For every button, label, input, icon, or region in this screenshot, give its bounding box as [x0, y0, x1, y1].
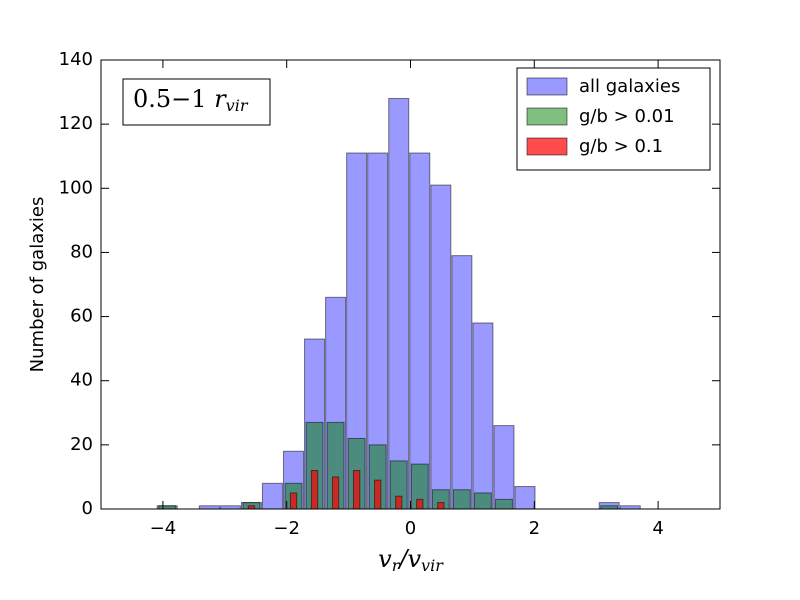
text-part: r: [214, 85, 227, 113]
bar: [474, 492, 492, 510]
legend-label: g/b > 0.1: [579, 136, 663, 157]
text-part: v: [378, 545, 392, 573]
y-tick-label: 100: [59, 177, 93, 198]
y-tick-label: 20: [70, 434, 93, 455]
y-axis-label: Number of galaxies: [27, 197, 48, 373]
x-tick-label: −4: [150, 518, 177, 539]
y-tick-label: 60: [70, 306, 93, 327]
legend-swatch: [526, 107, 568, 126]
bar: [388, 97, 410, 510]
bar: [416, 498, 424, 510]
bar: [514, 486, 536, 510]
text-part: /v: [397, 545, 421, 573]
bar: [261, 482, 283, 510]
bar: [374, 479, 382, 510]
text-part: vir: [421, 556, 444, 575]
x-tick-label: 4: [652, 518, 663, 539]
bar: [472, 322, 494, 510]
bar: [437, 502, 445, 510]
legend-swatch: [526, 77, 568, 96]
bar: [452, 489, 471, 510]
y-tick-label: 80: [70, 241, 93, 262]
legend-label: g/b > 0.01: [579, 106, 675, 127]
legend-label: all galaxies: [579, 76, 680, 97]
y-tick-label: 120: [59, 113, 93, 134]
bar: [495, 498, 513, 510]
bar: [331, 476, 340, 510]
annotation: 0.5−1 rvir: [133, 85, 249, 115]
text-part: r: [392, 556, 401, 575]
bar: [395, 495, 403, 510]
y-tick-label: 40: [70, 370, 93, 391]
bar: [352, 470, 361, 510]
legend-swatch: [526, 137, 568, 156]
x-tick-label: 2: [529, 518, 540, 539]
annotation-box: [122, 78, 271, 126]
text-part: 0.5−1: [133, 85, 214, 113]
text-part: vir: [226, 96, 249, 115]
y-tick-label: 140: [59, 49, 93, 70]
x-tick-label: −2: [273, 518, 300, 539]
x-axis-label: vr/vvir: [378, 545, 444, 575]
bar: [289, 492, 298, 510]
bar: [493, 425, 515, 510]
bar: [310, 470, 319, 510]
bar: [409, 152, 431, 510]
bar: [430, 184, 452, 510]
bar: [451, 255, 473, 510]
y-tick-label: 0: [82, 498, 93, 519]
x-tick-label: 0: [405, 518, 416, 539]
